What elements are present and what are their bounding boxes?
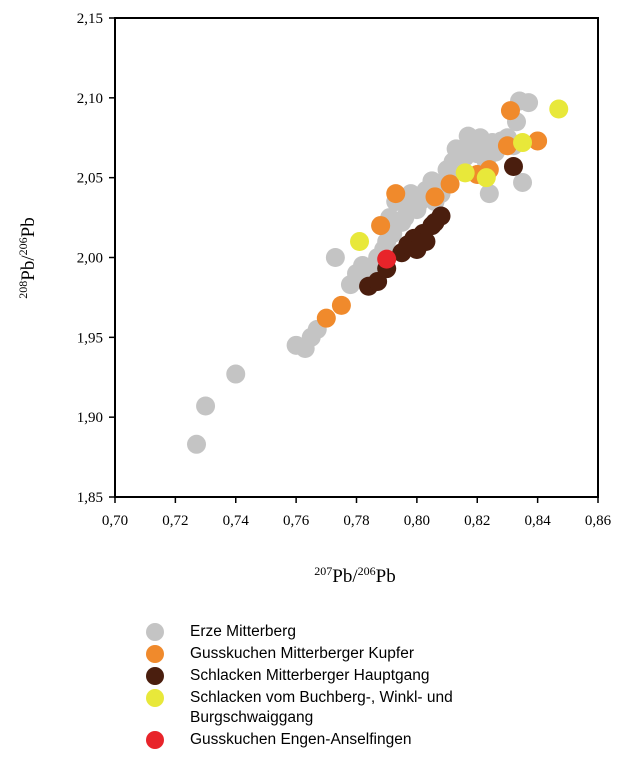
data-point bbox=[519, 93, 539, 113]
data-point bbox=[497, 136, 517, 156]
x-tick-label: 0,80 bbox=[404, 513, 430, 529]
data-point bbox=[395, 208, 415, 228]
legend-item-gusskuchen-kupfer: Gusskuchen Mitterberger Kupfer bbox=[140, 644, 610, 664]
data-point bbox=[513, 172, 533, 192]
data-point bbox=[549, 99, 569, 119]
y-tick-label: 2,10 bbox=[77, 91, 103, 107]
y-tick-label: 2,05 bbox=[77, 171, 103, 187]
chart-legend: Erze Mitterberg Gusskuchen Mitterberger … bbox=[140, 622, 610, 752]
y-axis-title: 208Pb/206Pb bbox=[16, 217, 39, 298]
data-point bbox=[325, 248, 345, 267]
legend-item-gusskuchen-engen: Gusskuchen Engen-Anselfingen bbox=[140, 730, 610, 750]
data-point bbox=[500, 101, 520, 121]
y-tick-label: 1,90 bbox=[77, 410, 103, 426]
plot-area bbox=[114, 17, 599, 498]
plot-border bbox=[114, 17, 599, 498]
x-tick-label: 0,76 bbox=[283, 513, 310, 529]
y-tick-label: 1,85 bbox=[77, 490, 103, 506]
data-point bbox=[377, 249, 397, 269]
x-tick-label: 0,82 bbox=[464, 513, 490, 529]
legend-label: Gusskuchen Mitterberger Kupfer bbox=[190, 645, 414, 662]
scatter-chart: 0,70 0,72 0,74 0,76 0,78 0,80 0,82 0,84 0,86 1,85… bbox=[16, 11, 612, 587]
legend-marker bbox=[146, 667, 164, 685]
x-tick-label: 0,74 bbox=[223, 513, 250, 529]
legend-label-continued: Burgschwaiggang bbox=[190, 709, 314, 726]
x-tick-label: 0,72 bbox=[162, 513, 188, 529]
x-tick-label: 0,70 bbox=[102, 513, 128, 529]
legend-label: Schlacken vom Buchberg-, Winkl- und bbox=[190, 689, 453, 706]
axis-ticks: 0,70 0,72 0,74 0,76 0,78 0,80 0,82 0,84 0,86 1,85… bbox=[77, 11, 612, 529]
data-point bbox=[350, 232, 370, 252]
x-tick-label: 0,78 bbox=[343, 513, 369, 529]
x-tick-label: 0,84 bbox=[525, 513, 552, 529]
data-point bbox=[386, 184, 406, 204]
data-point bbox=[371, 216, 391, 236]
legend-label: Schlacken Mitterberger Hauptgang bbox=[190, 667, 430, 684]
legend-marker bbox=[146, 731, 164, 749]
legend-item-schlacken-buchberg: Schlacken vom Buchberg-, Winkl- und Burg… bbox=[140, 688, 610, 728]
data-point bbox=[416, 232, 436, 252]
legend-label: Gusskuchen Engen-Anselfingen bbox=[190, 731, 412, 748]
data-point bbox=[479, 184, 499, 204]
data-point bbox=[503, 156, 523, 176]
data-point bbox=[476, 168, 496, 188]
data-point bbox=[316, 308, 336, 328]
data-point bbox=[440, 174, 460, 194]
legend-item-schlacken-hauptgang: Schlacken Mitterberger Hauptgang bbox=[140, 666, 610, 686]
data-point bbox=[331, 295, 351, 315]
data-point bbox=[455, 163, 475, 183]
legend-item-erze: Erze Mitterberg bbox=[140, 622, 610, 642]
data-point bbox=[187, 434, 207, 454]
x-axis-title: 207Pb/206Pb bbox=[314, 564, 395, 587]
data-point bbox=[196, 396, 216, 416]
legend-marker bbox=[146, 689, 164, 707]
data-point bbox=[425, 187, 445, 207]
data-points bbox=[187, 91, 569, 454]
x-tick-label: 0,86 bbox=[585, 513, 612, 529]
legend-marker bbox=[146, 623, 164, 641]
y-tick-label: 2,00 bbox=[77, 251, 103, 267]
data-point bbox=[528, 131, 548, 151]
data-point bbox=[431, 206, 451, 226]
data-point bbox=[226, 364, 246, 384]
legend-label: Erze Mitterberg bbox=[190, 623, 296, 640]
data-point bbox=[513, 133, 533, 153]
y-tick-label: 2,15 bbox=[77, 11, 103, 27]
y-tick-label: 1,95 bbox=[77, 330, 103, 346]
legend-marker bbox=[146, 645, 164, 663]
